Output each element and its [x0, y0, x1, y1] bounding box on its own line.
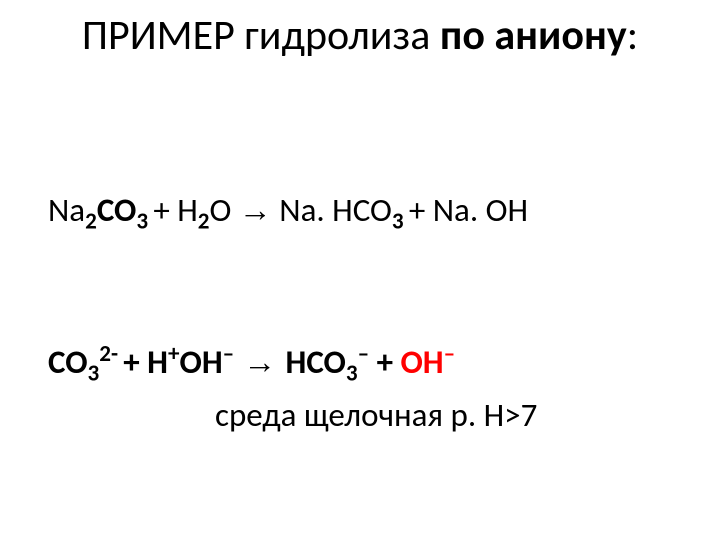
eq1-sub2: 3 — [136, 208, 153, 236]
eq1-arrow: → — [239, 191, 272, 228]
eq2-sup1: 2- — [99, 340, 123, 368]
eq1-o: O — [210, 190, 239, 230]
ionic-equation: CO32- + H+OH– → HCO3– + OH– — [48, 340, 455, 388]
eq1-sub3: 2 — [198, 208, 210, 236]
eq2-sup2: + — [168, 340, 180, 368]
eq2-h: + H — [123, 342, 168, 382]
eq2-sup5: – — [444, 340, 456, 368]
eq2-sub2: 3 — [346, 360, 358, 388]
eq2-sup4: – — [358, 340, 370, 368]
eq2-oh-red: OH — [400, 342, 443, 382]
eq1-sub4: 3 — [392, 208, 409, 236]
title-part1: ПРИМЕР гидролиза — [82, 10, 440, 61]
title-part3: : — [627, 10, 638, 61]
eq2-hco: HCO — [286, 342, 346, 382]
eq1-na: Na — [48, 190, 85, 230]
eq1-h: + H — [153, 190, 197, 230]
eq2-sub1: 3 — [88, 360, 100, 388]
title-part2: по аниону — [440, 10, 627, 61]
slide-title: ПРИМЕР гидролиза по аниону: — [0, 0, 720, 60]
eq2-sup3: – — [223, 340, 235, 368]
eq1-naoh: + Na. OH — [409, 190, 528, 230]
conclusion-text: среда щелочная p. H>7 — [215, 395, 537, 435]
eq2-co: CO — [48, 342, 88, 382]
eq2-plus: + — [369, 342, 400, 382]
eq1-co: CO — [97, 190, 137, 230]
eq1-nahco: Na. HCO — [272, 190, 392, 230]
molecular-equation: Na2CO3 + H2O → Na. HCO3 + Na. OH — [48, 190, 528, 236]
eq2-oh: OH — [180, 342, 223, 382]
eq2-arrow: → — [234, 343, 285, 380]
eq1-sub1: 2 — [85, 208, 97, 236]
